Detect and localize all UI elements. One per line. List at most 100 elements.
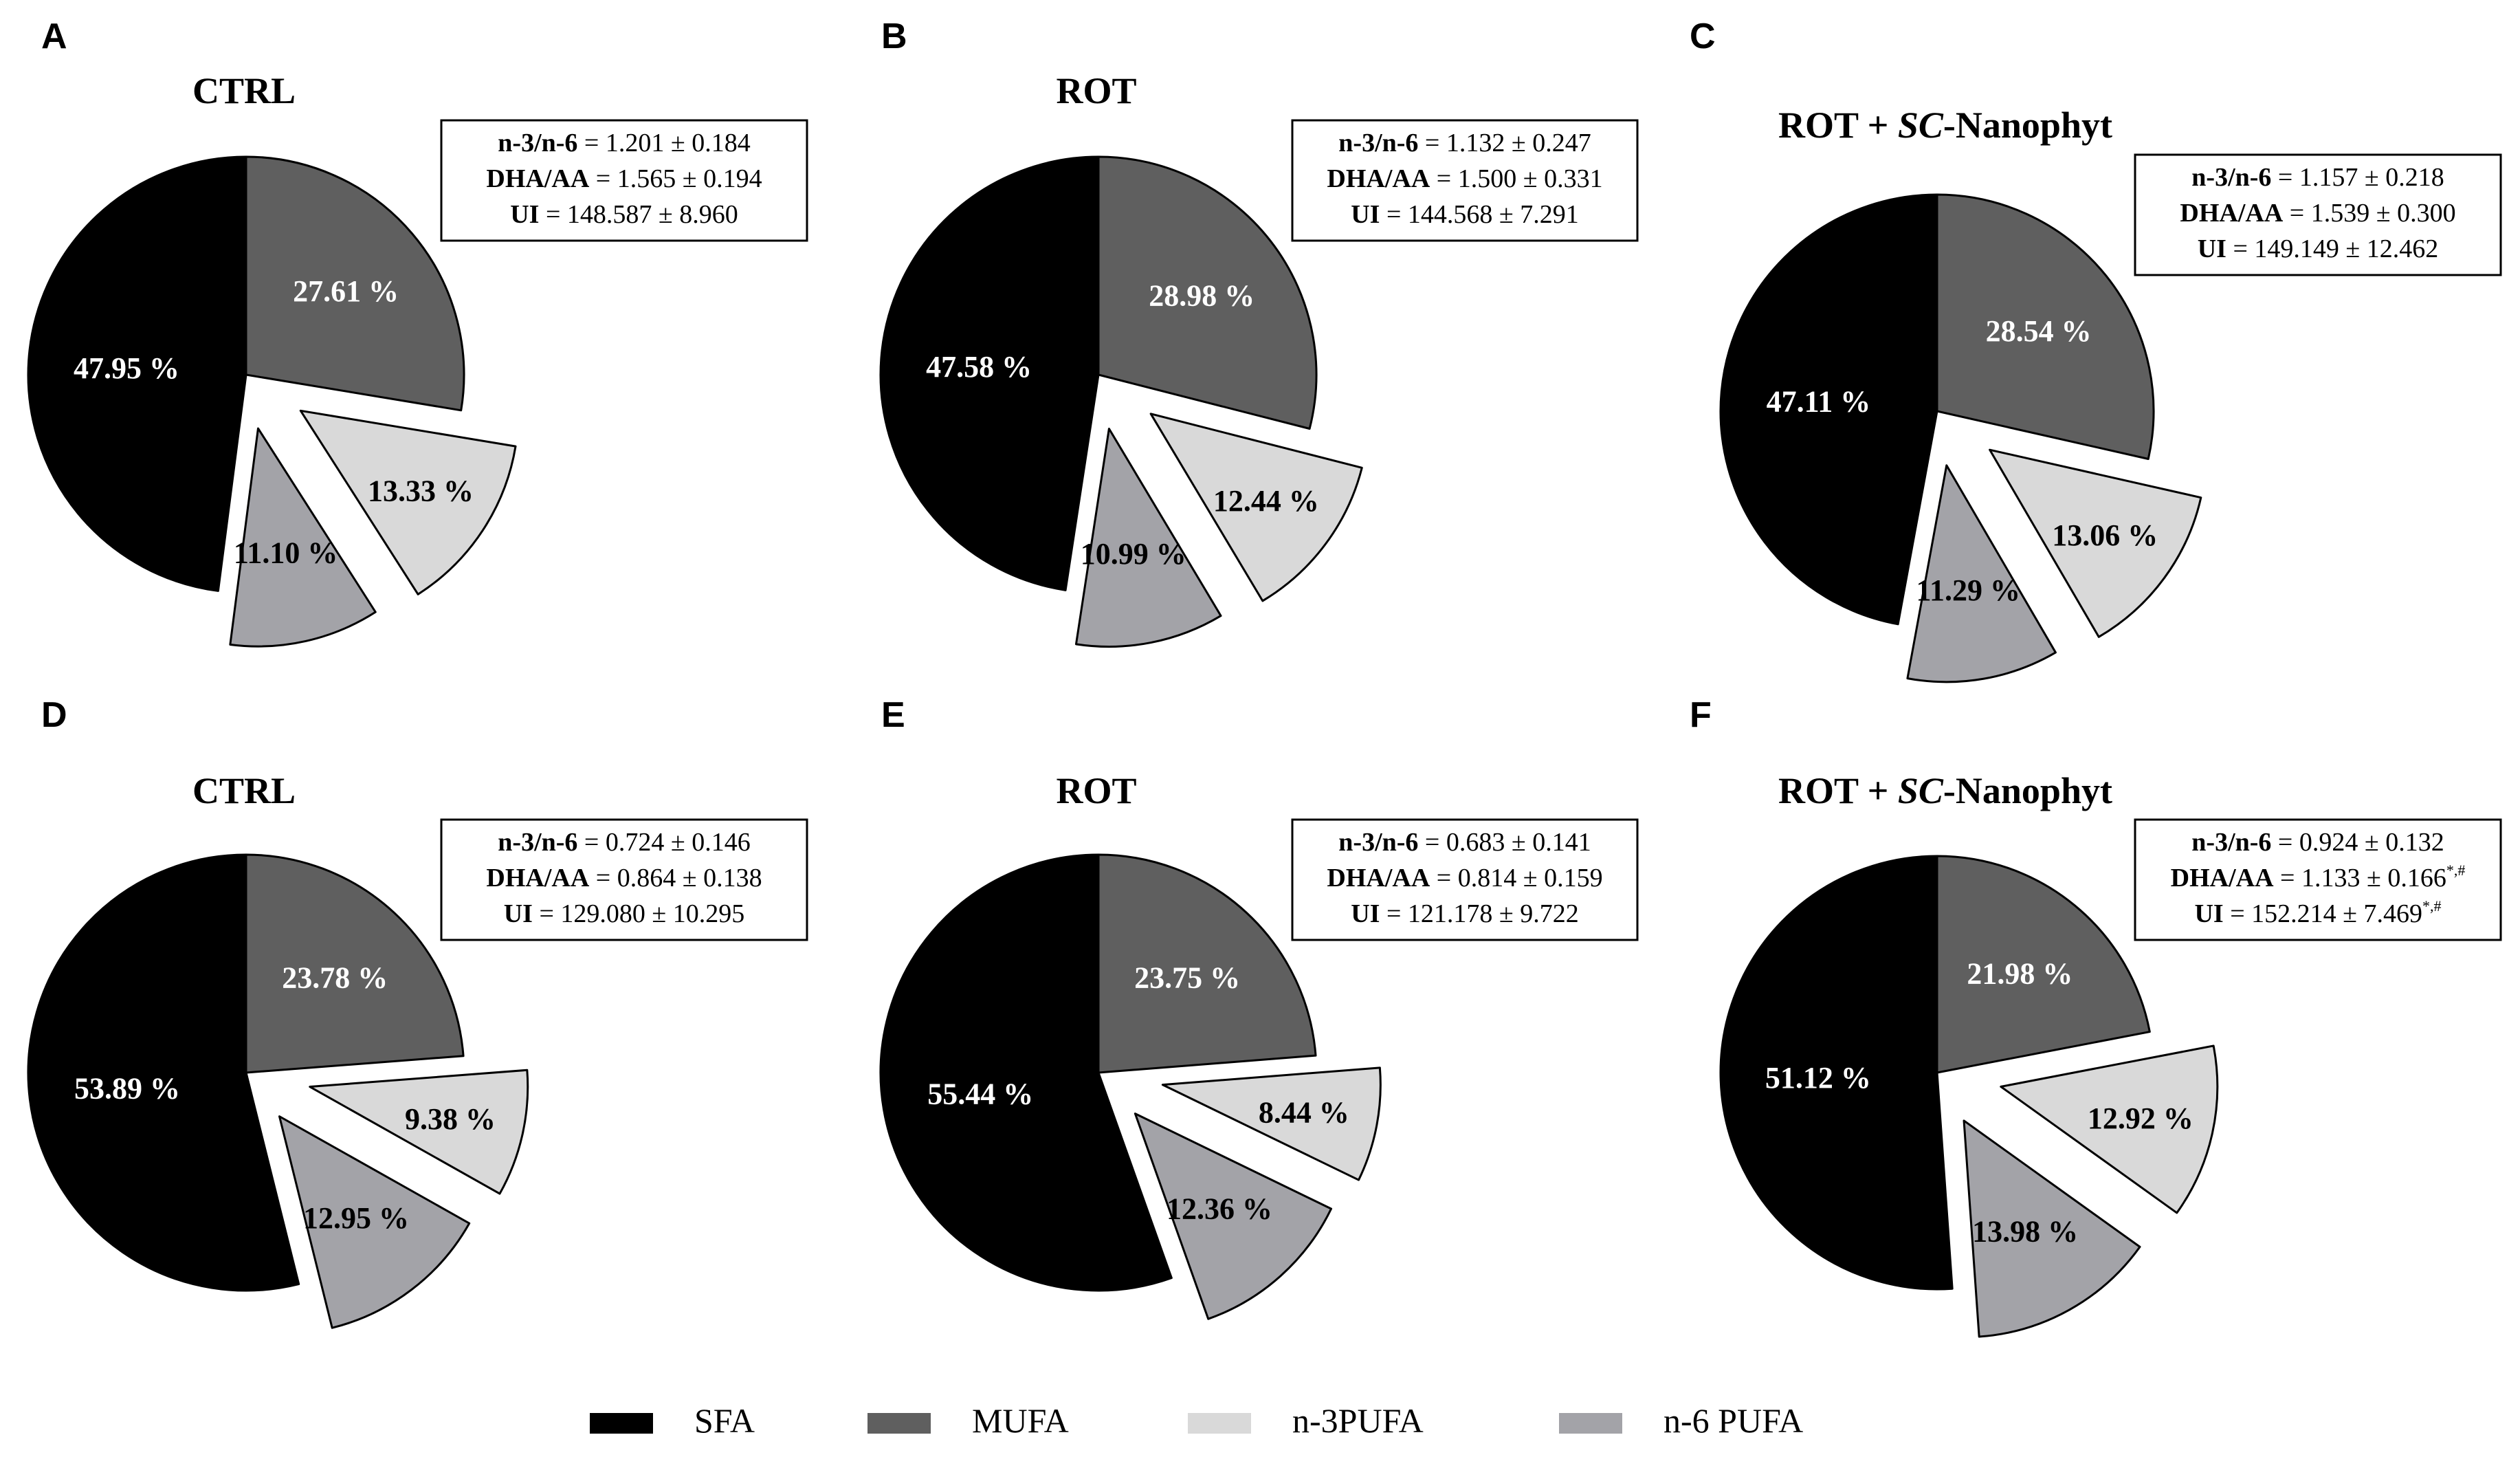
- slice-data-label: 11.29 %: [1916, 573, 2020, 607]
- pie-title: CTRL: [192, 70, 296, 111]
- stats-line: UI = 121.178 ± 9.722: [1351, 899, 1579, 928]
- stats-box: [440, 818, 808, 941]
- pie-slice-n-3pufa: [299, 409, 517, 595]
- legend-label: n-6 PUFA: [1664, 1401, 1803, 1440]
- slice-data-label: 51.12 %: [1765, 1061, 1871, 1095]
- panel-letter: A: [41, 17, 67, 56]
- slice-data-label: 13.98 %: [1972, 1214, 2078, 1248]
- pie-slice-sfa: [879, 853, 1173, 1292]
- slice-data-label: 12.92 %: [2088, 1102, 2193, 1135]
- slice-data-label: 27.61 %: [293, 274, 399, 308]
- pie-panel-d: D CTRL 53.89 % 23.78 % 9.38 % 12.95 % n-3/n-6 …: [27, 695, 808, 1329]
- panel-letter: F: [1690, 695, 1712, 735]
- stats-line: UI = 152.214 ± 7.469*,#: [2194, 897, 2441, 928]
- pie-slice-n-6-pufa: [229, 427, 377, 648]
- pie-slice-n-6-pufa: [278, 1115, 471, 1329]
- slice-data-label: 47.11 %: [1767, 384, 1871, 418]
- slice-data-label: 53.89 %: [74, 1071, 180, 1105]
- slice-data-label: 8.44 %: [1259, 1095, 1349, 1129]
- legend: SFA MUFA n-3PUFA n-6 PUFA: [590, 1401, 1803, 1440]
- stats-box: [440, 119, 808, 242]
- stats-line: UI = 144.568 ± 7.291: [1351, 200, 1579, 229]
- pie-panel-c: C ROT + SC-Nanophyt 47.11 % 28.54 % 13.06 % 1…: [1690, 17, 2502, 683]
- pie-slice-mufa: [1936, 193, 2155, 460]
- pie-title: CTRL: [192, 770, 296, 811]
- legend-label: n-3PUFA: [1292, 1401, 1424, 1440]
- stats-box: [2134, 818, 2502, 941]
- slice-data-label: 28.54 %: [1986, 314, 2092, 348]
- stats-line: DHA/AA = 1.500 ± 0.331: [1327, 164, 1602, 193]
- stats-line: n-3/n-6 = 0.683 ± 0.141: [1338, 828, 1591, 857]
- stats-line: DHA/AA = 0.864 ± 0.138: [486, 864, 762, 892]
- pie-slice-mufa: [245, 155, 465, 412]
- pie-panel-e: E ROT 55.44 % 23.75 % 8.44 % 12.36 % n-3/n-6 =…: [879, 695, 1639, 1320]
- panel-letter: E: [881, 695, 905, 735]
- pie-slice-sfa: [1719, 855, 1954, 1291]
- stats-line: DHA/AA = 1.133 ± 0.166*,#: [2171, 862, 2466, 892]
- panel-letter: C: [1690, 17, 1716, 56]
- pie-slice-mufa: [1936, 855, 2151, 1074]
- pie-title: ROT + SC-Nanophyt: [1778, 105, 2112, 146]
- stats-line: n-3/n-6 = 0.924 ± 0.132: [2191, 828, 2444, 857]
- stats-line: DHA/AA = 0.814 ± 0.159: [1327, 864, 1602, 892]
- pie-slice-sfa: [27, 853, 300, 1292]
- slice-data-label: 13.06 %: [2052, 518, 2158, 552]
- stats-line: UI = 148.587 ± 8.960: [510, 200, 738, 229]
- legend-swatch: [1559, 1413, 1622, 1434]
- pie-slice-n-3pufa: [309, 1069, 529, 1195]
- stats-line: n-3/n-6 = 0.724 ± 0.146: [498, 828, 750, 857]
- slice-data-label: 12.36 %: [1167, 1192, 1272, 1226]
- slice-data-label: 28.98 %: [1149, 278, 1255, 312]
- stats-line: DHA/AA = 1.565 ± 0.194: [486, 164, 762, 193]
- pie-slice-sfa: [879, 155, 1100, 591]
- legend-swatch: [590, 1413, 653, 1434]
- stats-box: [2134, 153, 2502, 276]
- slice-data-label: 55.44 %: [927, 1077, 1033, 1111]
- pie-slice-mufa: [1097, 155, 1318, 430]
- pie-slice-mufa: [1097, 853, 1317, 1074]
- stats-box: [1291, 119, 1639, 242]
- slice-data-label: 13.33 %: [368, 474, 474, 507]
- pie-title: ROT + SC-Nanophyt: [1778, 770, 2112, 811]
- pie-slice-n-3pufa: [1161, 1066, 1382, 1181]
- slice-data-label: 47.58 %: [926, 350, 1032, 384]
- pie-slice-sfa: [27, 155, 247, 592]
- legend-label: SFA: [694, 1401, 755, 1440]
- pie-title: ROT: [1056, 70, 1136, 111]
- panel-letter: D: [41, 695, 67, 735]
- slice-data-label: 11.10 %: [234, 536, 338, 569]
- stats-line: UI = 129.080 ± 10.295: [504, 899, 745, 928]
- pie-slice-n-6-pufa: [1134, 1113, 1333, 1320]
- stats-line: n-3/n-6 = 1.132 ± 0.247: [1338, 129, 1591, 157]
- pie-slice-sfa: [1719, 193, 1938, 626]
- stats-line: n-3/n-6 = 1.201 ± 0.184: [498, 129, 750, 157]
- stats-line: UI = 149.149 ± 12.462: [2198, 234, 2439, 263]
- legend-label: MUFA: [972, 1401, 1069, 1440]
- pie-slice-n-3pufa: [1149, 413, 1363, 602]
- pie-slice-mufa: [245, 853, 465, 1074]
- legend-swatch: [867, 1413, 931, 1434]
- slice-data-label: 23.75 %: [1134, 961, 1240, 994]
- pie-slice-n-3pufa: [2000, 1044, 2219, 1214]
- stats-box: [1291, 818, 1639, 941]
- slice-data-label: 10.99 %: [1081, 537, 1186, 571]
- slice-data-label: 21.98 %: [1967, 956, 2073, 990]
- pie-title: ROT: [1056, 770, 1136, 811]
- pie-slice-n-6-pufa: [1074, 428, 1222, 648]
- slice-data-label: 12.44 %: [1213, 484, 1319, 518]
- legend-swatch: [1188, 1413, 1251, 1434]
- slice-data-label: 12.95 %: [303, 1201, 409, 1235]
- pie-panel-a: A CTRL 47.95 % 27.61 % 13.33 % 11.10 % n-3/n-6…: [27, 17, 808, 648]
- slice-data-label: 9.38 %: [405, 1102, 496, 1136]
- stats-line: DHA/AA = 1.539 ± 0.300: [2180, 199, 2455, 228]
- pie-panel-b: B ROT 47.58 % 28.98 % 12.44 % 10.99 % n-3/n-6 …: [879, 17, 1639, 648]
- slice-data-label: 23.78 %: [282, 961, 388, 994]
- stats-line: n-3/n-6 = 1.157 ± 0.218: [2191, 163, 2444, 192]
- pie-slice-n-6-pufa: [1963, 1119, 2141, 1338]
- pie-slice-n-3pufa: [1989, 448, 2202, 638]
- panel-letter: B: [881, 17, 907, 56]
- pie-slice-n-6-pufa: [1906, 464, 2057, 683]
- slice-data-label: 47.95 %: [74, 351, 179, 385]
- pie-panel-f: F ROT + SC-Nanophyt 51.12 % 21.98 % 12.92 % 1…: [1690, 695, 2502, 1338]
